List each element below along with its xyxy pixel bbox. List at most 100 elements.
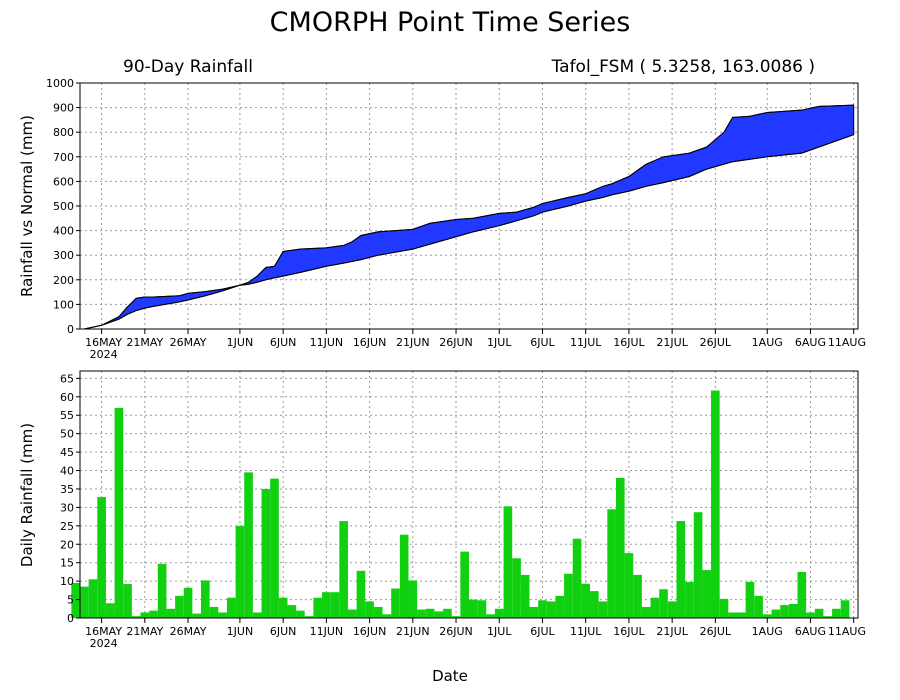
x-axis-label: Date [432, 667, 468, 685]
y-tick-label: 200 [53, 274, 74, 287]
daily-rainfall-bar [322, 592, 331, 618]
daily-rainfall-bar [633, 574, 642, 618]
daily-rainfall-bar [157, 563, 167, 618]
daily-rainfall-bar [218, 612, 227, 618]
daily-rainfall-bar [443, 608, 452, 618]
daily-rainfall-bar [520, 574, 530, 618]
daily-rainfall-bar [192, 613, 202, 618]
y-tick-label: 55 [60, 409, 74, 422]
normal-cumulative-line [84, 134, 854, 330]
x-tick-label: 6JUN [270, 625, 297, 638]
daily-rainfall-bar [460, 551, 469, 618]
x-tick-label: 16JUL [613, 625, 645, 638]
x-tick-label: 11JUN [310, 625, 344, 638]
daily-rainfall-bar [209, 606, 219, 618]
daily-rainfall-bar [278, 597, 288, 618]
daily-rainfall-bar [762, 614, 772, 618]
y-tick-label: 65 [60, 372, 74, 385]
daily-rainfall-bar [572, 538, 582, 618]
daily-rainfall-bar [175, 595, 184, 618]
daily-rainfall-bar [503, 506, 513, 618]
daily-rainfall-bar [425, 608, 435, 618]
daily-rainfall-bar [546, 601, 556, 618]
daily-rainfall-bar [244, 472, 253, 618]
daily-rainfall-bar [771, 609, 781, 618]
x-tick-label: 11JUN [310, 336, 344, 349]
daily-rainfall-bar [313, 597, 323, 618]
bottom-gridlines [80, 371, 858, 618]
daily-rainfall-bar [365, 601, 374, 618]
daily-rainfall-bar [581, 583, 591, 618]
daily-rainfall-bar [590, 591, 599, 618]
cumulative-rainfall-panel: 0 100 200 300 400 500 600 700 800 900 1000 16MAY 21… [18, 77, 866, 361]
daily-rainfall-bar [719, 598, 729, 618]
y-tick-label: 15 [60, 557, 74, 570]
daily-rainfall-bar [685, 581, 694, 618]
daily-rainfall-bar [494, 608, 504, 618]
x-tick-label: 21JUL [656, 625, 688, 638]
y-tick-label: 400 [53, 225, 74, 238]
daily-rainfall-bar [693, 512, 703, 618]
daily-rainfall-bar [650, 597, 660, 618]
daily-rainfall-bar [469, 599, 478, 618]
daily-rainfall-bar [131, 616, 141, 618]
daily-rainfall-bar [512, 558, 521, 618]
daily-rainfall-bar [702, 570, 712, 618]
daily-rainfall-bar [114, 407, 124, 618]
y-tick-label: 0 [67, 323, 74, 336]
daily-rainfall-bar [598, 601, 608, 618]
x-tick-label: 21JUN [396, 625, 430, 638]
daily-rainfall-bar [736, 612, 746, 618]
chart-title: CMORPH Point Time Series [270, 7, 631, 38]
x-tick-label: 21JUN [396, 336, 430, 349]
year-label: 2024 [90, 348, 118, 361]
daily-rainfall-bar [728, 612, 737, 618]
daily-rainfall-bar [270, 478, 279, 618]
daily-rainfall-bar [486, 614, 495, 618]
x-tick-label: 11AUG [828, 625, 866, 638]
y-tick-label: 600 [53, 175, 74, 188]
station-label: Tafol_FSM ( 5.3258, 163.0086 ) [551, 57, 815, 77]
x-tick-label: 11JUL [570, 625, 602, 638]
x-tick-label: 11JUL [570, 336, 602, 349]
daily-rainfall-bar [745, 581, 755, 618]
daily-rainfall-bar [356, 570, 366, 618]
x-tick-label: 26JUL [700, 336, 732, 349]
daily-rainfall-bar [814, 608, 824, 618]
daily-rainfall-panel: 0 5 10 15 20 25 30 35 40 45 50 55 60 65 16MAY 21MAY 26M… [18, 370, 866, 650]
y-tick-label: 40 [60, 465, 74, 478]
daily-rainfall-bar [451, 616, 461, 618]
daily-rainfall-bar [339, 521, 348, 618]
daily-rainfall-bar [252, 612, 262, 618]
daily-rainfall-bar [166, 608, 176, 618]
daily-rainfall-bar [330, 592, 340, 618]
daily-rainfall-bar [564, 573, 573, 618]
daily-rainfall-bar [711, 390, 720, 618]
daily-rainfall-bar [391, 588, 400, 618]
daily-rainfall-bar [235, 525, 245, 618]
daily-rainfall-bar [304, 616, 314, 618]
daily-rainfall-bar [641, 606, 651, 618]
x-tick-label: 16MAY [85, 336, 122, 349]
daily-rainfall-bar [555, 595, 565, 618]
y-tick-label: 50 [60, 428, 74, 441]
x-tick-label: 6AUG [795, 625, 826, 638]
daily-rainfall-bars [71, 390, 850, 618]
daily-rainfall-bar [140, 612, 150, 618]
y-tick-label: 900 [53, 102, 74, 115]
daily-rainfall-bar [607, 509, 616, 618]
daily-rainfall-bar [806, 612, 815, 618]
y-tick-label: 10 [60, 575, 74, 588]
daily-rainfall-bar [97, 497, 106, 618]
daily-rainfall-bar [408, 580, 418, 618]
x-tick-label: 26JUN [439, 625, 473, 638]
y-tick-label: 800 [53, 126, 74, 139]
x-tick-label: 6JUL [530, 625, 555, 638]
bottom-x-axis-ticks: 16MAY 21MAY 26MAY 1JUN 6JUN 11JUN 16JUN 21JUN 26… [85, 618, 866, 650]
daily-rainfall-bar [832, 608, 841, 618]
x-tick-label: 26JUN [439, 336, 473, 349]
daily-rainfall-bar [797, 571, 807, 618]
y-tick-label: 100 [53, 298, 74, 311]
x-tick-label: 6JUN [270, 336, 297, 349]
